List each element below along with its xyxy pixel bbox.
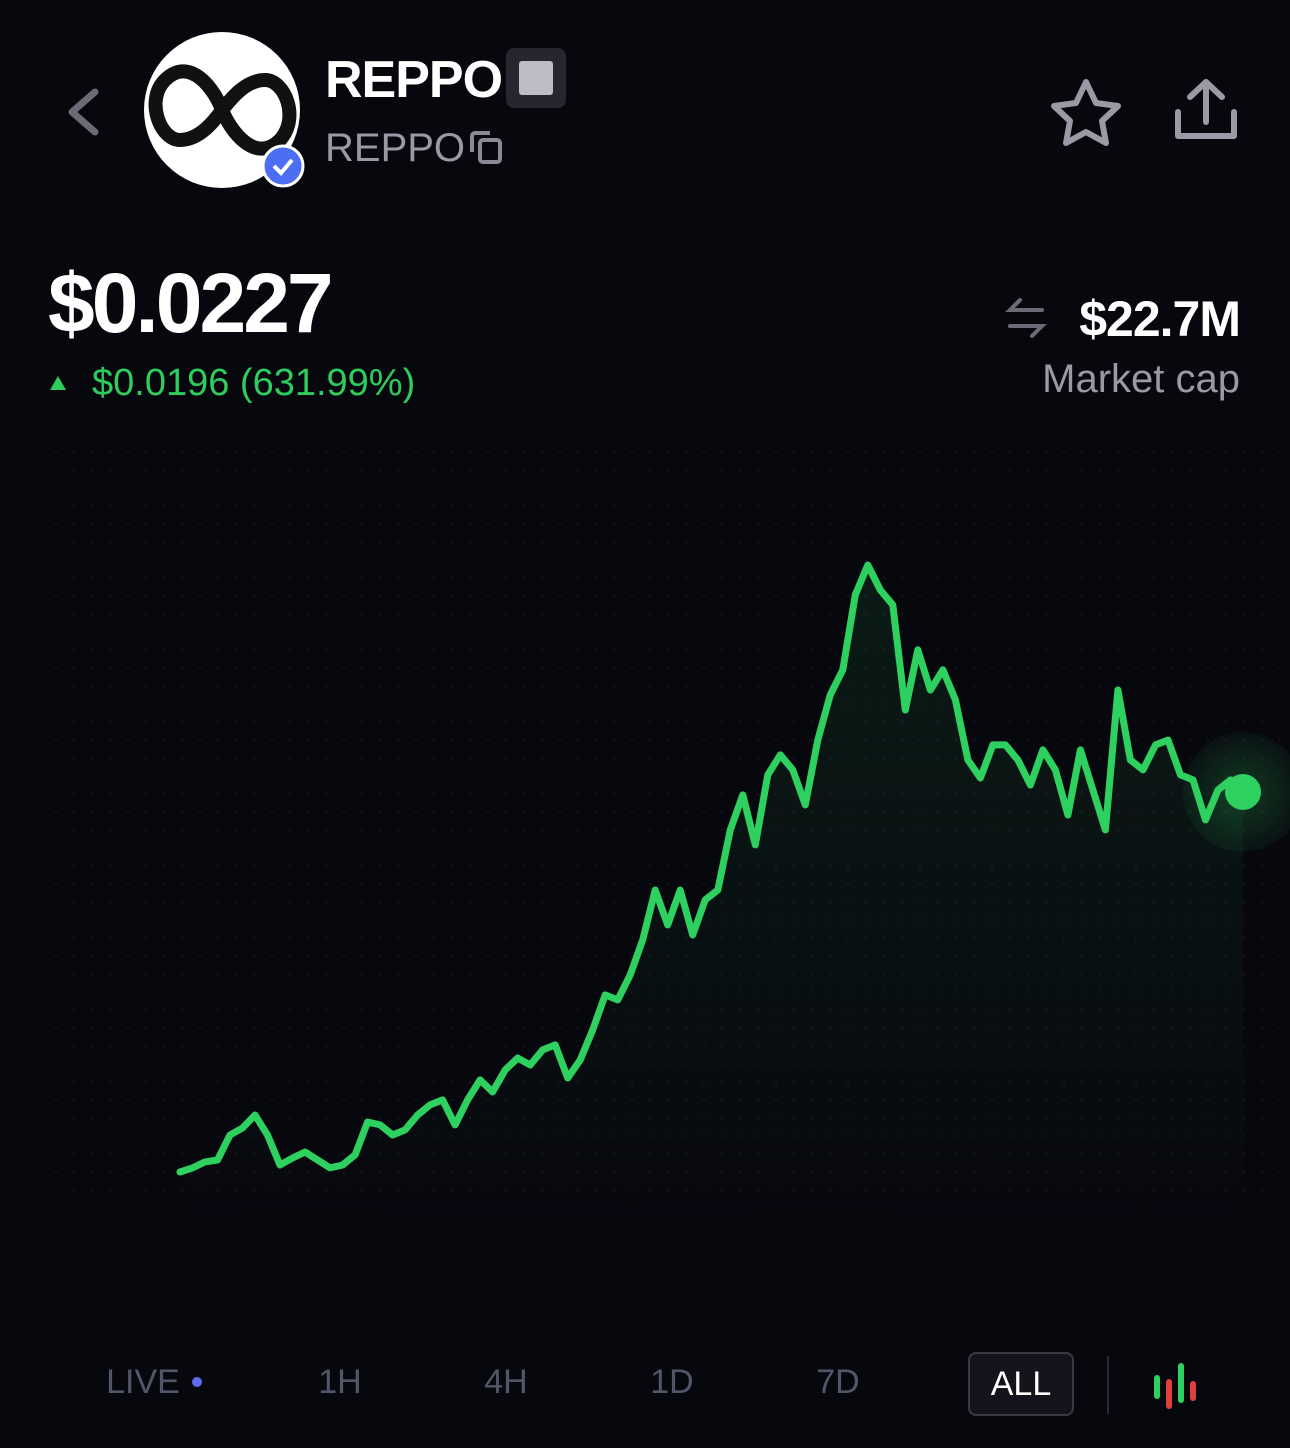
range-tab[interactable]: 7D xyxy=(816,1363,860,1401)
price-line xyxy=(176,561,1247,1176)
range-tab[interactable]: LIVE xyxy=(106,1363,180,1401)
range-tab[interactable]: 4H xyxy=(484,1363,528,1401)
area-fill xyxy=(180,565,1243,1260)
live-dot xyxy=(192,1377,202,1387)
token-name: REPPO xyxy=(325,51,503,109)
swap-icon[interactable] xyxy=(1005,298,1047,338)
badge-icon xyxy=(519,61,553,95)
copy-button[interactable] xyxy=(470,131,502,164)
up-arrow xyxy=(50,376,66,390)
favorite-button[interactable] xyxy=(1051,79,1121,146)
token-logo xyxy=(144,32,305,188)
market-cap: $22.7M xyxy=(1079,291,1241,347)
candle-toggle[interactable] xyxy=(1154,1363,1196,1409)
range-tab[interactable]: 1H xyxy=(318,1363,362,1401)
range-tab[interactable]: 1D xyxy=(650,1363,694,1401)
share-button[interactable] xyxy=(1175,79,1237,139)
token-ticker: REPPO xyxy=(325,126,466,170)
price: $0.0227 xyxy=(48,256,334,350)
range-tab[interactable]: ALL xyxy=(968,1352,1074,1416)
end-dot xyxy=(1225,773,1261,810)
price-change: $0.0196 (631.99%) xyxy=(92,362,416,404)
range-tabs: LIVE 1H 4H 1D 7D ALL xyxy=(0,1352,1290,1418)
back-button[interactable] xyxy=(68,88,99,136)
market-cap-label: Market cap xyxy=(1042,357,1240,401)
